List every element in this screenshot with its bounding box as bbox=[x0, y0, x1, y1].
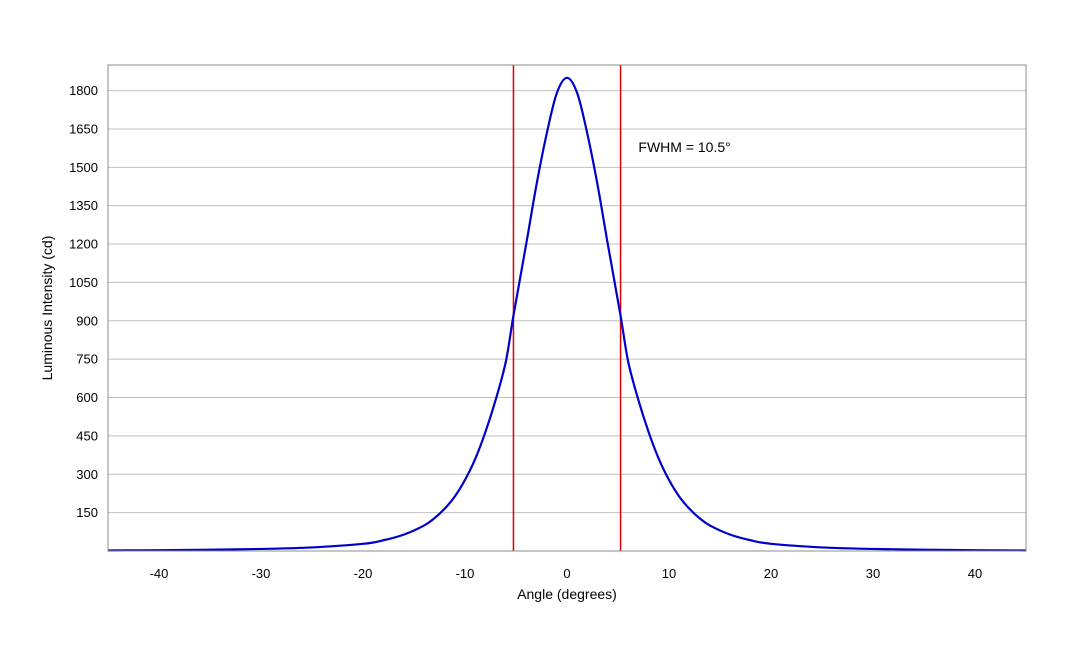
x-axis: -40 -30 -20 -10 0 10 20 30 40 bbox=[150, 566, 983, 581]
y-tick-label: 750 bbox=[76, 352, 98, 367]
x-tick-label: -30 bbox=[252, 566, 271, 581]
y-axis: 150 300 450 600 750 900 1050 1200 1350 1500 1650 18… bbox=[69, 83, 98, 520]
y-tick-label: 1800 bbox=[69, 83, 98, 98]
series-line bbox=[107, 76, 1027, 552]
y-tick-label: 1050 bbox=[69, 275, 98, 290]
x-tick-label: 10 bbox=[662, 566, 676, 581]
x-tick-label: -40 bbox=[150, 566, 169, 581]
x-tick-label: -20 bbox=[354, 566, 373, 581]
y-tick-label: 1650 bbox=[69, 121, 98, 136]
x-axis-title: Angle (degrees) bbox=[517, 586, 617, 602]
y-axis-title: Luminous Intensity (cd) bbox=[39, 236, 55, 381]
y-tick-label: 300 bbox=[76, 467, 98, 482]
y-tick-label: 600 bbox=[76, 390, 98, 405]
x-tick-label: 20 bbox=[764, 566, 778, 581]
y-tick-label: 1350 bbox=[69, 198, 98, 213]
grid-lines bbox=[108, 90, 1026, 514]
y-tick-label: 1500 bbox=[69, 160, 98, 175]
series-group bbox=[107, 76, 1027, 552]
y-tick-label: 900 bbox=[76, 313, 98, 328]
x-tick-label: 40 bbox=[968, 566, 982, 581]
x-tick-label: -10 bbox=[456, 566, 475, 581]
y-tick-label: 1200 bbox=[69, 237, 98, 252]
fwhm-lines bbox=[512, 65, 622, 551]
fwhm-annotation: FWHM = 10.5° bbox=[638, 139, 730, 155]
plot-frame bbox=[107, 64, 1027, 552]
x-tick-label: 30 bbox=[866, 566, 880, 581]
y-tick-label: 150 bbox=[76, 505, 98, 520]
x-tick-label: 0 bbox=[563, 566, 570, 581]
y-tick-label: 450 bbox=[76, 428, 98, 443]
